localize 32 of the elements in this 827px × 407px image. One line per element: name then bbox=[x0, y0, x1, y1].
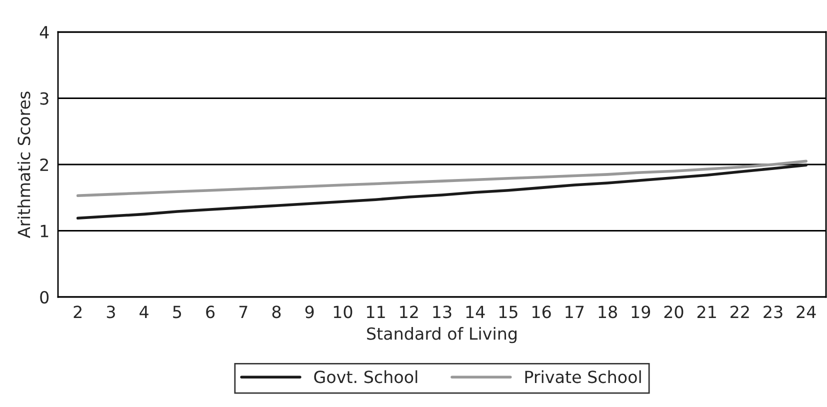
y-axis-title: Arithmatic Scores bbox=[17, 92, 30, 238]
x-tick-label: 10 bbox=[334, 306, 352, 318]
x-tick-label: 11 bbox=[367, 306, 385, 318]
x-tick-label: 9 bbox=[305, 306, 314, 318]
legend-label: Private School bbox=[525, 370, 641, 384]
x-axis-title: Standard of Living bbox=[367, 327, 516, 344]
y-tick-label: 2 bbox=[40, 158, 48, 171]
legend-label: Govt. School bbox=[314, 370, 418, 384]
x-tick-label: 3 bbox=[106, 306, 115, 318]
x-tick-label: 17 bbox=[566, 306, 584, 318]
x-tick-label: 22 bbox=[730, 306, 749, 318]
y-tick-label: 1 bbox=[40, 224, 48, 238]
x-tick-label: 5 bbox=[173, 306, 182, 318]
y-tick-label: 4 bbox=[40, 26, 49, 38]
x-tick-label: 15 bbox=[499, 306, 518, 318]
x-tick-label: 4 bbox=[140, 306, 148, 318]
x-tick-label: 12 bbox=[400, 306, 418, 318]
x-tick-label: 14 bbox=[466, 306, 485, 318]
x-tick-label: 7 bbox=[239, 306, 248, 318]
x-tick-label: 16 bbox=[532, 306, 551, 318]
x-tick-label: 2 bbox=[74, 306, 82, 318]
x-tick-label: 8 bbox=[272, 306, 281, 318]
x-tick-label: 13 bbox=[433, 306, 452, 318]
x-tick-label: 24 bbox=[796, 306, 816, 318]
y-tick-label: 0 bbox=[40, 290, 49, 304]
y-tick-label: 3 bbox=[40, 92, 48, 105]
x-tick-label: 6 bbox=[206, 306, 215, 318]
x-tick-label: 20 bbox=[664, 306, 684, 318]
x-tick-label: 19 bbox=[632, 306, 650, 318]
x-tick-label: 23 bbox=[764, 306, 782, 318]
x-tick-label: 21 bbox=[697, 306, 716, 318]
x-tick-label: 18 bbox=[598, 306, 617, 318]
